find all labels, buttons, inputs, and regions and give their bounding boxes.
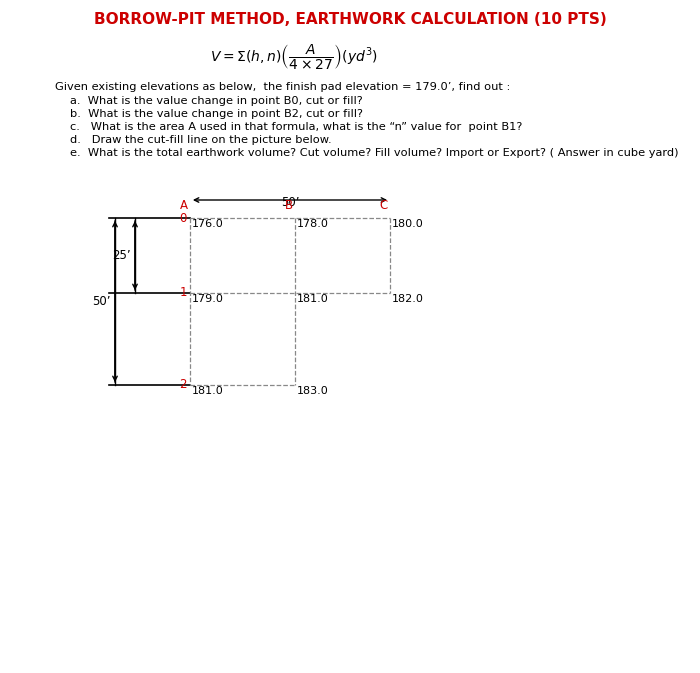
Text: 50’: 50’ bbox=[281, 196, 300, 209]
Text: 25’: 25’ bbox=[113, 249, 131, 262]
Text: 181.0: 181.0 bbox=[297, 294, 329, 304]
Text: 50’: 50’ bbox=[92, 295, 111, 308]
Text: $V = \Sigma(h,n)\left(\dfrac{A}{4 \times 27}\right)(yd^3)$: $V = \Sigma(h,n)\left(\dfrac{A}{4 \times… bbox=[210, 42, 378, 71]
Text: d.   Draw the cut-fill line on the picture below.: d. Draw the cut-fill line on the picture… bbox=[70, 135, 332, 145]
Text: e.  What is the total earthwork volume? Cut volume? Fill volume? Import or Expor: e. What is the total earthwork volume? C… bbox=[70, 148, 678, 158]
Text: A: A bbox=[180, 199, 188, 212]
Text: b.  What is the value change in point B2, cut or fill?: b. What is the value change in point B2,… bbox=[70, 109, 363, 119]
Text: C: C bbox=[379, 199, 388, 212]
Text: 2: 2 bbox=[179, 378, 187, 392]
Text: Given existing elevations as below,  the finish pad elevation = 179.0’, find out: Given existing elevations as below, the … bbox=[55, 82, 510, 92]
Text: 180.0: 180.0 bbox=[392, 219, 424, 229]
Text: c.   What is the area A used in that formula, what is the “n” value for  point B: c. What is the area A used in that formu… bbox=[70, 122, 522, 132]
Text: B: B bbox=[285, 199, 293, 212]
Text: 183.0: 183.0 bbox=[297, 386, 329, 396]
Text: 182.0: 182.0 bbox=[392, 294, 424, 304]
Text: a.  What is the value change in point B0, cut or fill?: a. What is the value change in point B0,… bbox=[70, 96, 363, 106]
Text: 181.0: 181.0 bbox=[192, 386, 224, 396]
Text: 0: 0 bbox=[180, 211, 187, 225]
Text: BORROW-PIT METHOD, EARTHWORK CALCULATION (10 PTS): BORROW-PIT METHOD, EARTHWORK CALCULATION… bbox=[94, 12, 606, 27]
Text: 1: 1 bbox=[179, 287, 187, 299]
Text: 178.0: 178.0 bbox=[297, 219, 329, 229]
Text: 176.0: 176.0 bbox=[192, 219, 224, 229]
Text: 179.0: 179.0 bbox=[192, 294, 224, 304]
